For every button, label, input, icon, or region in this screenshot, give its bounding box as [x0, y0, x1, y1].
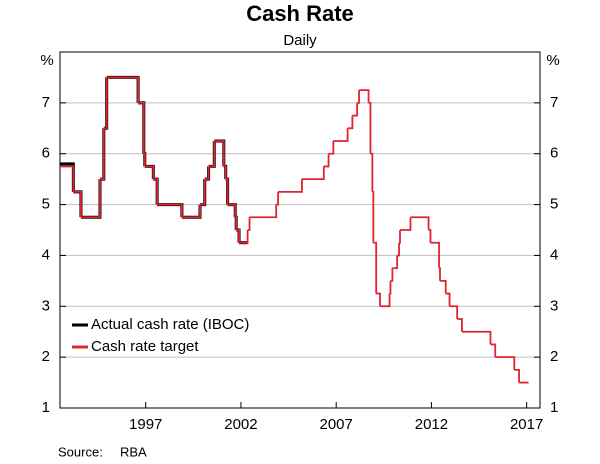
step-segment	[225, 178, 229, 205]
step-segment	[235, 216, 238, 230]
step-segment	[430, 241, 440, 269]
step-segment	[214, 140, 225, 167]
y-tick-label: 4	[550, 246, 558, 263]
y-tick-label: 5	[42, 196, 50, 213]
y-tick-label: 3	[42, 297, 50, 314]
step-segment	[227, 203, 237, 218]
step-segment	[144, 165, 155, 180]
step-segment	[439, 267, 441, 281]
step-segment	[410, 216, 430, 230]
step-segment	[399, 230, 401, 244]
step-segment	[60, 162, 75, 192]
step-segment	[60, 165, 75, 192]
step-segment	[204, 166, 210, 181]
step-segment	[181, 204, 201, 219]
legend-label: Cash rate target	[91, 338, 199, 355]
series	[60, 76, 529, 384]
step-segment	[249, 204, 278, 219]
source-label: Source:	[58, 444, 103, 459]
step-segment	[368, 101, 372, 154]
step-segment	[457, 318, 463, 332]
step-segment	[239, 230, 249, 244]
step-segment	[373, 241, 378, 294]
x-tick-label: 1997	[129, 416, 162, 433]
y-tick-label: 5	[550, 196, 558, 213]
step-segment	[392, 255, 399, 270]
step-segment	[157, 203, 184, 218]
x-tick-label: 2002	[224, 416, 257, 433]
step-segment	[333, 128, 349, 142]
step-segment	[138, 101, 145, 154]
step-segment	[106, 75, 140, 103]
step-segment	[153, 178, 159, 205]
step-segment	[514, 368, 520, 383]
y-tick-label: 6	[42, 145, 50, 162]
y-unit-left: %	[40, 52, 53, 69]
step-segment	[449, 305, 459, 319]
step-segment	[370, 152, 374, 192]
y-unit-right: %	[546, 52, 559, 69]
step-segment	[301, 166, 325, 181]
step-segment	[461, 330, 492, 345]
y-tick-label: 4	[42, 246, 50, 263]
y-tick-label: 6	[550, 145, 558, 162]
step-segment	[100, 128, 105, 181]
step-segment	[236, 229, 240, 243]
step-segment	[328, 141, 335, 155]
step-segment	[227, 203, 237, 218]
step-segment	[208, 141, 216, 168]
step-segment	[445, 292, 451, 307]
chart-title: Cash Rate	[246, 1, 354, 26]
step-segment	[276, 191, 279, 206]
step-segment	[428, 229, 432, 243]
step-segment	[73, 190, 82, 218]
step-segment	[157, 203, 183, 218]
x-tick-label: 2012	[415, 416, 448, 433]
y-tick-label: 1	[42, 399, 50, 416]
x-tick-label: 2017	[510, 416, 543, 433]
y-tick-label: 7	[550, 94, 558, 111]
step-segment	[181, 204, 202, 219]
step-segment	[380, 293, 391, 308]
step-segment	[80, 179, 101, 219]
step-segment	[278, 179, 303, 193]
step-segment	[359, 89, 370, 103]
plot-frame	[59, 51, 541, 409]
step-segment	[397, 242, 400, 257]
step-segment	[200, 179, 206, 206]
chart-subtitle: Daily	[283, 32, 317, 49]
step-segment	[103, 77, 108, 130]
step-segment	[390, 268, 394, 282]
y-tick-label: 3	[550, 297, 558, 314]
step-segment	[106, 76, 139, 103]
step-segment	[440, 279, 447, 294]
step-segment	[247, 217, 251, 231]
step-segment	[80, 179, 102, 219]
legend-label: Actual cash rate (IBOC)	[91, 316, 249, 333]
step-segment	[495, 356, 516, 370]
step-segment	[323, 153, 330, 168]
step-segment	[490, 343, 497, 358]
x-tick-label: 2007	[320, 416, 353, 433]
step-segment	[400, 217, 412, 231]
step-segment	[347, 115, 354, 130]
step-segment	[372, 190, 375, 243]
step-segment	[376, 292, 381, 307]
step-segment	[144, 164, 155, 180]
step-segment	[389, 280, 392, 295]
y-tick-label: 1	[550, 399, 558, 416]
source: RBA	[120, 444, 147, 459]
y-tick-label: 7	[42, 94, 50, 111]
step-segment	[352, 102, 359, 117]
step-segment	[223, 165, 227, 180]
y-tick-label: 2	[42, 348, 50, 365]
y-tick-label: 2	[550, 348, 558, 365]
step-segment	[143, 152, 146, 167]
step-segment	[357, 90, 360, 104]
